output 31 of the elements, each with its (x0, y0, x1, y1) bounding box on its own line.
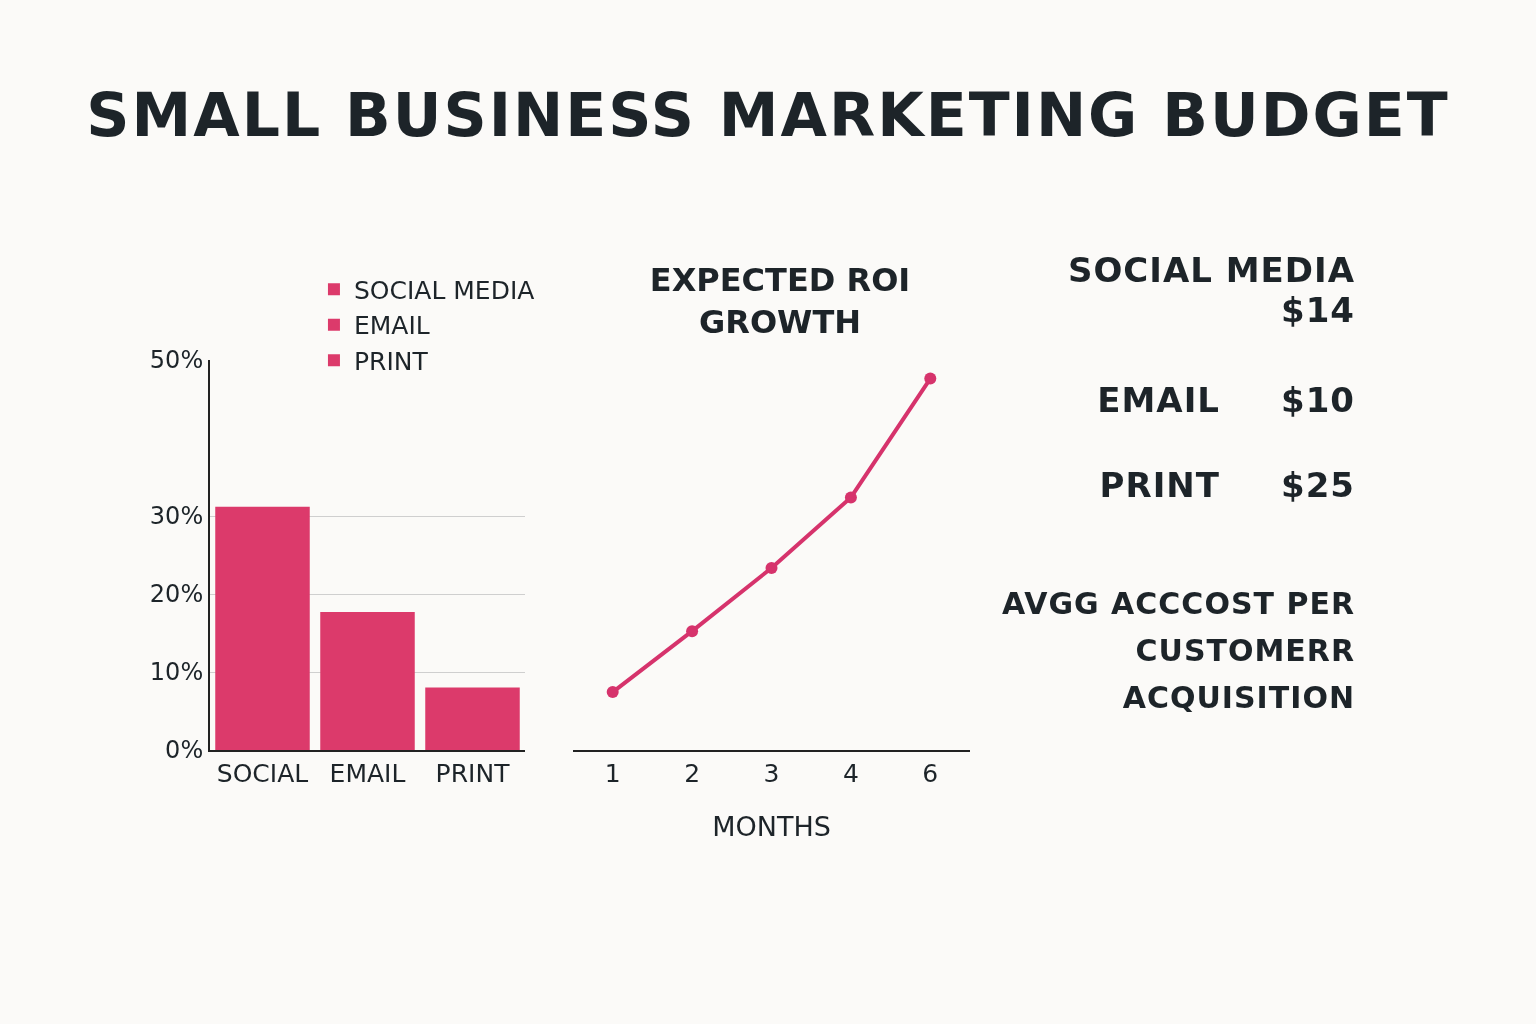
text: $25 (1281, 465, 1355, 505)
x-tick-label: SOCIAL (216, 759, 309, 788)
legend-label: SOCIAL MEDIA (353, 275, 535, 305)
x-tick-label: 4 (842, 759, 859, 788)
y-tick-label: 30% (149, 502, 204, 531)
text: PRINT (1099, 465, 1220, 505)
point (765, 562, 778, 574)
x-tick-label: 2 (684, 759, 701, 788)
x-tick-label: EMAIL (329, 759, 406, 788)
point (844, 491, 857, 504)
text: SMALL BUSINESS MARKETING BUDGET (85, 80, 1451, 150)
y-tick-label: 0% (165, 736, 204, 765)
text: $10 (1281, 380, 1355, 420)
x-tick-label: 6 (922, 759, 939, 788)
point (924, 372, 937, 385)
x-tick-label: 3 (763, 759, 780, 788)
text: $14 (1281, 290, 1355, 330)
point (686, 625, 699, 638)
text: EMAIL (1097, 380, 1220, 420)
y-tick-label: 10% (149, 658, 204, 687)
x-tick-label: 1 (604, 759, 621, 788)
legend-label: EMAIL (353, 311, 430, 341)
text: SOCIAL MEDIA (1067, 250, 1355, 290)
legend-label: PRINT (353, 346, 429, 376)
chart-title: EXPECTED ROI GROWTH (649, 261, 911, 341)
text: AVGG ACCCOST PER CUSTOMERR ACQUISITION (1001, 585, 1355, 717)
y-tick-label: 20% (149, 580, 204, 609)
y-tick-label: 50% (149, 346, 204, 375)
point (606, 686, 619, 699)
x-axis-title: MONTHS (712, 810, 831, 842)
x-tick-label: PRINT (435, 759, 511, 788)
